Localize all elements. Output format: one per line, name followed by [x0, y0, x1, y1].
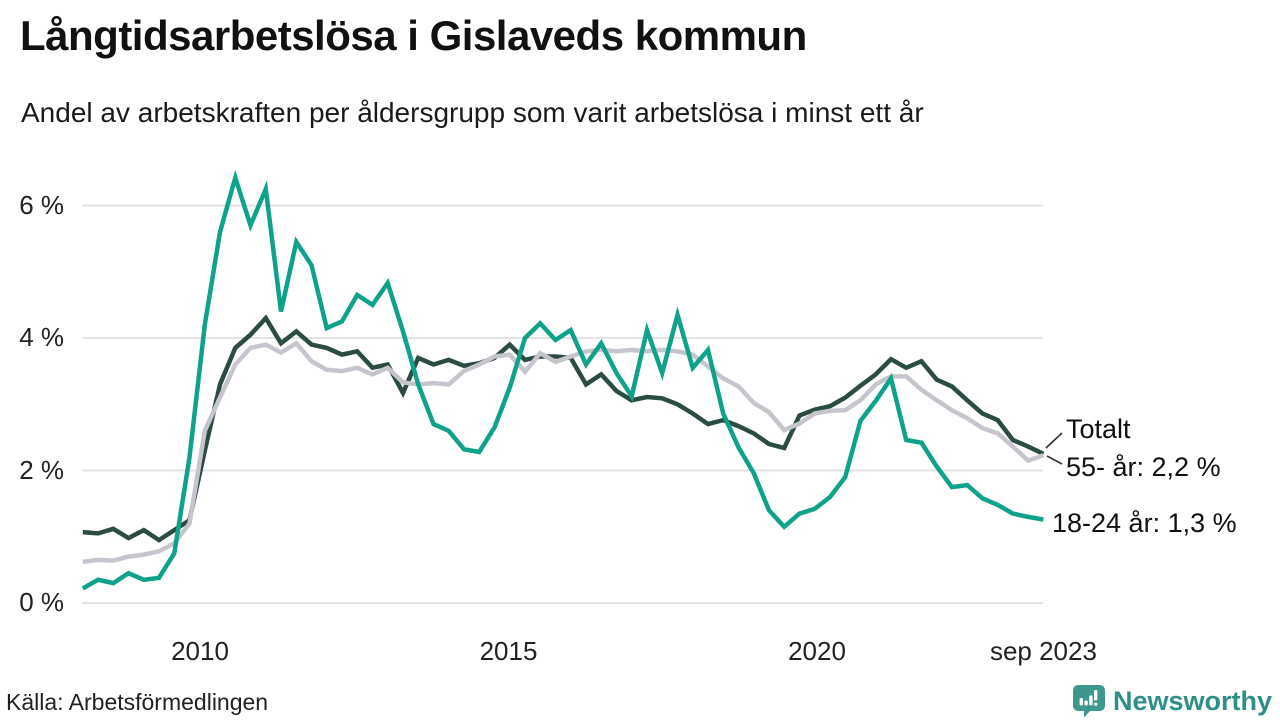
label-connector-totalt	[1045, 432, 1063, 449]
newsworthy-brand: Newsworthy	[1072, 684, 1272, 718]
x-tick-sep-2023: sep 2023	[989, 636, 1097, 666]
y-tick-0pct: 0 %	[19, 587, 64, 617]
y-tick-6pct: 6 %	[19, 189, 64, 220]
series-label-18-24-ar: 18-24 år: 1,3 %	[1052, 508, 1237, 538]
source-note: Källa: Arbetsförmedlingen	[6, 689, 269, 715]
x-tick-2010: 2010	[171, 636, 229, 666]
newsworthy-logo-icon	[1072, 685, 1105, 718]
newsworthy-logo-text: Newsworthy	[1112, 685, 1272, 716]
series-line-18-24-ar	[81, 169, 1044, 591]
series-line-55-ar	[82, 340, 1045, 565]
y-tick-2pct: 2 %	[19, 454, 64, 485]
x-tick-2020: 2020	[788, 636, 846, 666]
series-label-55-ar: 55- år: 2,2 %	[1066, 452, 1221, 482]
series-label-totalt: Totalt	[1066, 414, 1131, 444]
chart-subtitle: Andel av arbetskraften per åldersgrupp s…	[21, 97, 924, 128]
y-tick-4pct: 4 %	[19, 322, 64, 352]
x-tick-2015: 2015	[479, 636, 538, 666]
chart-title: Långtidsarbetslösa i Gislaveds kommun	[20, 12, 807, 59]
label-connector-55-ar	[1046, 455, 1063, 465]
series-line-totalt	[82, 314, 1045, 543]
